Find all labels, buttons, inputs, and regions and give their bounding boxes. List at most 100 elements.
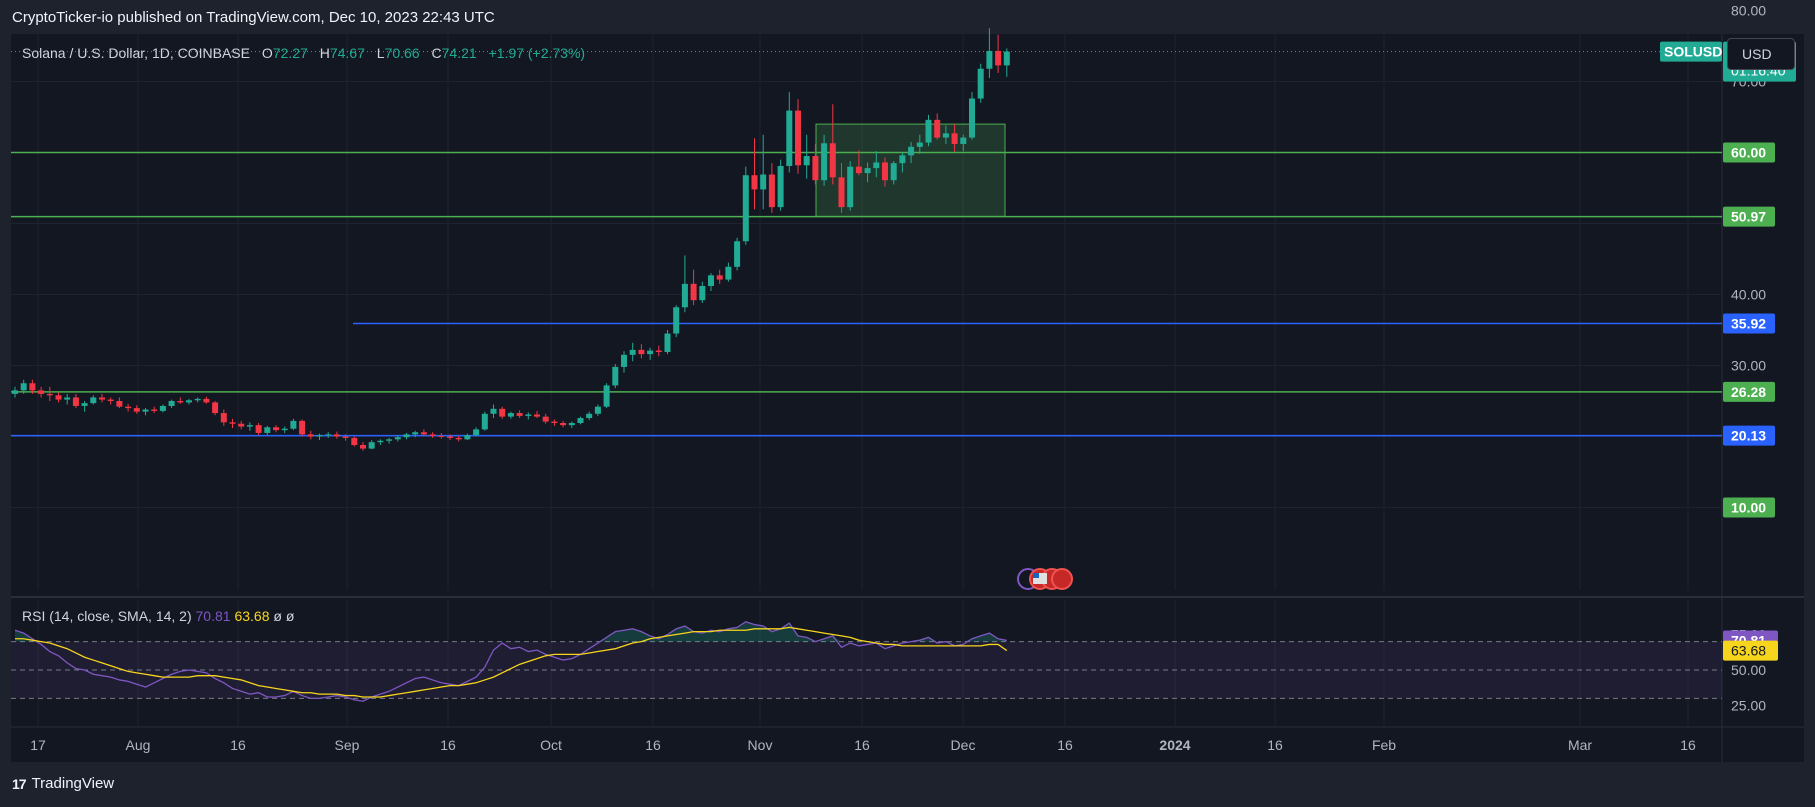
- candle-body: [368, 442, 375, 449]
- price-tick-label: 30.00: [1731, 358, 1766, 374]
- candle-body: [960, 137, 967, 144]
- candle-body: [403, 434, 410, 438]
- candle-body: [133, 408, 140, 412]
- open-label: O: [261, 45, 273, 61]
- time-tick-label: 2024: [1159, 737, 1190, 753]
- rsi-title[interactable]: RSI (14, close, SMA, 14, 2): [22, 608, 192, 624]
- candle-body: [838, 177, 845, 208]
- candle-body: [699, 285, 706, 301]
- candle-body: [542, 416, 549, 422]
- rsi-overbought-fill: [15, 621, 1007, 642]
- candle-body: [238, 423, 245, 427]
- candle-body: [194, 398, 201, 401]
- candle-body: [908, 146, 915, 156]
- candle-body: [377, 440, 384, 443]
- candle-body: [464, 435, 471, 440]
- open-value: 72.27: [272, 45, 308, 61]
- candle-body: [290, 420, 297, 429]
- level-tag-50.97: [1723, 206, 1775, 227]
- candle-body: [499, 408, 506, 417]
- symbol-title[interactable]: Solana / U.S. Dollar, 1D, COINBASE: [22, 45, 250, 61]
- time-tick-label: 16: [854, 737, 870, 753]
- candle-body: [690, 283, 697, 301]
- candle-body: [951, 133, 958, 144]
- candle-body: [1003, 51, 1010, 66]
- candle-body: [481, 413, 488, 430]
- symbol-legend[interactable]: Solana / U.S. Dollar, 1D, COINBASE O72.2…: [22, 45, 585, 61]
- tradingview-footer[interactable]: 17 TradingView: [12, 775, 114, 792]
- candle-body: [438, 435, 445, 437]
- us-flag-icon: [1051, 568, 1073, 590]
- candle-body: [81, 403, 88, 406]
- candle-body: [594, 406, 601, 414]
- level-tag-20.13: [1723, 425, 1775, 446]
- candle-body: [586, 413, 593, 419]
- rsi-tick-label: 50.00: [1731, 662, 1766, 678]
- candle-body: [490, 408, 497, 414]
- candle-body: [977, 68, 984, 99]
- candle-body: [212, 402, 219, 414]
- time-tick-label: 17: [30, 737, 46, 753]
- candle-body: [934, 119, 941, 138]
- candle-body: [829, 143, 836, 178]
- candle-body: [333, 434, 340, 437]
- currency-button[interactable]: USD: [1727, 38, 1795, 70]
- change-value: +1.97 (+2.73%): [488, 45, 586, 61]
- candle-body: [55, 395, 62, 400]
- candle-body: [281, 428, 288, 431]
- candle-body: [38, 390, 45, 394]
- candle-body: [325, 434, 332, 436]
- time-tick-label: 16: [1680, 737, 1696, 753]
- flag-stripes-icon: [1033, 573, 1047, 584]
- candle-body: [447, 436, 453, 438]
- candle-body: [612, 366, 619, 386]
- rsi-sma-line: [15, 626, 1008, 698]
- level-tag-label: 35.92: [1731, 315, 1766, 331]
- rsi-legend[interactable]: RSI (14, close, SMA, 14, 2) 70.81 63.68 …: [22, 608, 294, 624]
- candle-body: [142, 409, 149, 412]
- time-tick-label: Mar: [1568, 737, 1592, 753]
- flag-canton-icon: [1033, 573, 1039, 578]
- candle-body: [795, 110, 801, 166]
- close-label: C: [431, 45, 442, 61]
- high-value: 74.67: [329, 45, 365, 61]
- time-tick-label: Nov: [748, 737, 773, 753]
- candle-body: [412, 432, 419, 435]
- candle-body: [768, 174, 775, 208]
- candle-body: [812, 156, 819, 181]
- candle-body: [681, 283, 688, 308]
- level-tag-35.92: [1723, 313, 1775, 334]
- time-tick-label: Aug: [126, 737, 151, 753]
- candle-body: [560, 423, 567, 426]
- level-tag-label: 60.00: [1731, 145, 1766, 161]
- candle-body: [751, 175, 758, 190]
- candle-body: [742, 175, 749, 242]
- candle-body: [72, 397, 79, 406]
- chart-panel[interactable]: [11, 34, 1804, 762]
- candle-body: [473, 429, 480, 436]
- candle-body: [760, 174, 767, 190]
- time-tick-label: 16: [645, 737, 661, 753]
- level-tag-label: 10.00: [1731, 500, 1766, 516]
- candle-body: [264, 427, 271, 433]
- candle-body: [655, 350, 662, 353]
- candle-body: [551, 421, 558, 424]
- candle-body: [125, 406, 132, 409]
- candle-body: [177, 401, 184, 403]
- candle-body: [664, 333, 671, 353]
- candle-body: [307, 434, 314, 437]
- candle-body: [516, 413, 523, 416]
- time-tick-label: 16: [1267, 737, 1283, 753]
- candle-body: [603, 385, 610, 407]
- level-tag-60.00: [1723, 142, 1775, 163]
- candle-body: [708, 275, 714, 286]
- candle-body: [455, 437, 462, 440]
- symbol-tag: [1660, 41, 1722, 62]
- publisher-header: CryptoTicker-io published on TradingView…: [12, 9, 495, 26]
- level-tag-label: 20.13: [1731, 428, 1766, 444]
- candle-body: [64, 397, 71, 400]
- low-value: 70.66: [384, 45, 420, 61]
- candle-body: [429, 434, 436, 436]
- rsi-extra-1: ø: [273, 608, 282, 624]
